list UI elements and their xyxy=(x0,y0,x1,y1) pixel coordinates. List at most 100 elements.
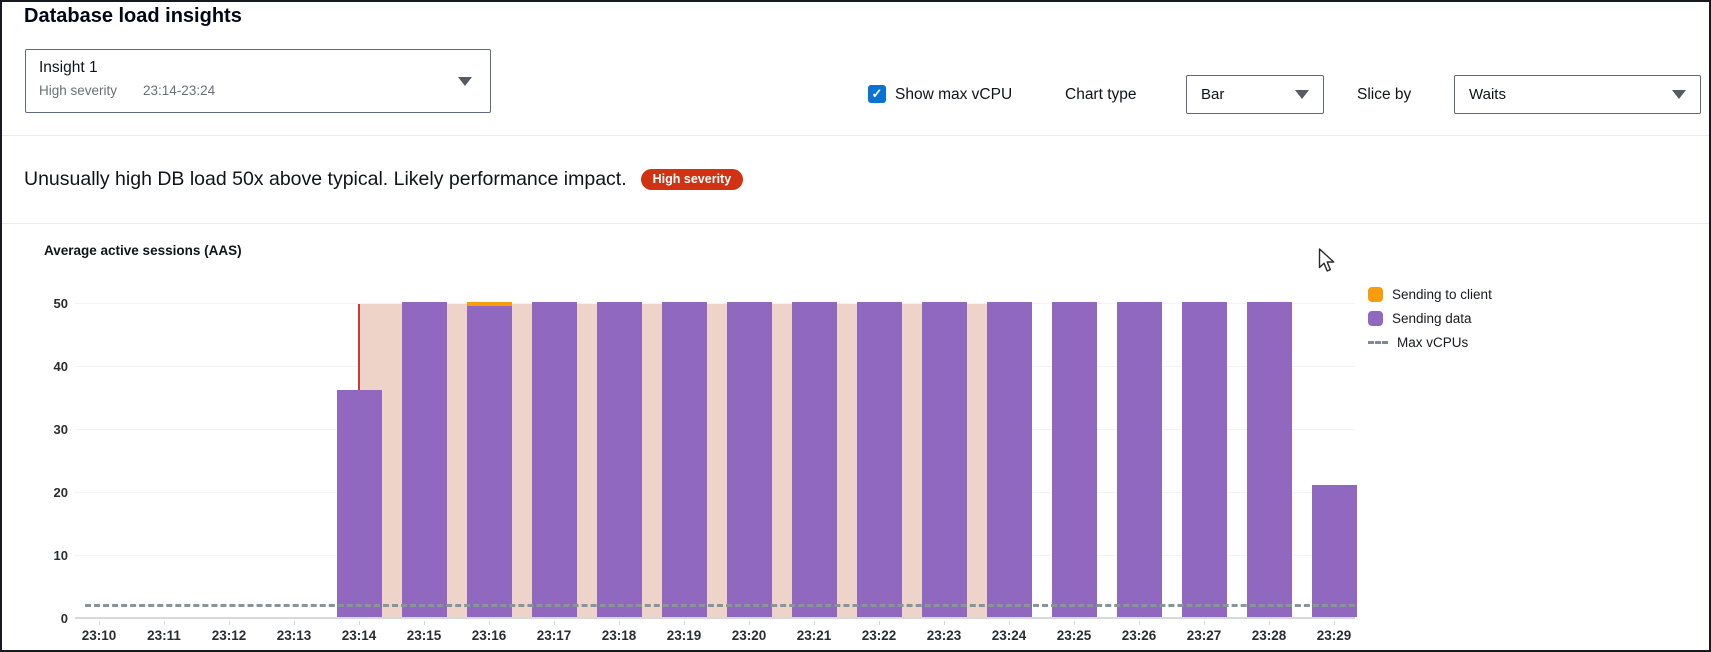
insight-alert-message: Unusually high DB load 50x above typical… xyxy=(24,167,627,190)
insight-selector-title: Insight 1 xyxy=(39,59,98,76)
mouse-cursor-icon xyxy=(1318,248,1335,272)
bar-segment xyxy=(401,302,447,617)
dashed-line-icon xyxy=(1368,341,1388,344)
insight-alert-row: Unusually high DB load 50x above typical… xyxy=(24,135,744,223)
legend-swatch-icon xyxy=(1368,311,1383,326)
x-axis-tick-label: 23:29 xyxy=(1316,628,1352,643)
x-axis-tickmark xyxy=(619,621,620,625)
bar-segment xyxy=(1246,302,1292,617)
x-axis-tickmark xyxy=(944,621,945,625)
legend-item-sending-to-client[interactable]: Sending to client xyxy=(1368,287,1492,302)
x-axis-tickmark xyxy=(749,621,750,625)
x-axis-tick-label: 23:15 xyxy=(406,628,442,643)
max-vcpus-line xyxy=(85,604,1355,608)
x-axis-tickmark xyxy=(229,621,230,625)
y-axis-tick-label: 0 xyxy=(60,611,68,626)
insight-selector-subtitle: High severity 23:14-23:24 xyxy=(39,83,215,98)
x-axis-tickmark xyxy=(684,621,685,625)
chevron-down-icon xyxy=(458,77,472,86)
insight-time-range: 23:14-23:24 xyxy=(143,83,216,98)
x-axis-tickmark xyxy=(359,621,360,625)
bar-segment xyxy=(1051,302,1097,617)
chart-type-select[interactable]: Bar xyxy=(1186,75,1324,114)
bar-segment xyxy=(1181,302,1227,617)
x-axis-tickmark xyxy=(1074,621,1075,625)
x-axis-tickmark xyxy=(1009,621,1010,625)
bar-segment xyxy=(466,306,512,617)
x-axis-tick-label: 23:19 xyxy=(666,628,702,643)
high-severity-badge: High severity xyxy=(640,168,744,190)
chart-type-value: Bar xyxy=(1201,86,1225,103)
x-axis-tickmark xyxy=(1139,621,1140,625)
legend-label: Max vCPUs xyxy=(1397,335,1469,350)
x-axis-tickmark xyxy=(99,621,100,625)
y-axis-tick-label: 40 xyxy=(53,359,68,374)
x-axis-tick-label: 23:16 xyxy=(471,628,507,643)
header-divider xyxy=(2,135,1709,136)
x-axis-tickmark xyxy=(294,621,295,625)
x-axis-tickmark xyxy=(879,621,880,625)
show-max-vcpu-label: Show max vCPU xyxy=(895,86,1013,103)
bar-segment xyxy=(856,302,902,617)
legend-label: Sending data xyxy=(1392,311,1472,326)
bar-segment xyxy=(596,302,642,617)
chevron-down-icon xyxy=(1672,90,1686,99)
x-axis-tick-label: 23:14 xyxy=(341,628,377,643)
bar-segment xyxy=(791,302,837,617)
x-axis-tickmark xyxy=(1269,621,1270,625)
x-axis-tick-label: 23:20 xyxy=(731,628,767,643)
page-title: Database load insights xyxy=(24,5,242,27)
bar-segment xyxy=(531,302,577,617)
y-axis-tick-label: 30 xyxy=(53,422,68,437)
chart-title: Average active sessions (AAS) xyxy=(44,243,242,258)
x-axis-tickmark xyxy=(424,621,425,625)
bar-segment xyxy=(336,390,382,617)
bar-segment xyxy=(921,302,967,617)
x-axis-tick-label: 23:22 xyxy=(861,628,897,643)
x-axis-tickmark xyxy=(489,621,490,625)
x-axis-tick-label: 23:12 xyxy=(211,628,247,643)
slice-by-select[interactable]: Waits xyxy=(1454,75,1701,114)
chart-plot-area xyxy=(75,302,1357,625)
x-axis-tick-label: 23:11 xyxy=(147,628,181,643)
bar-segment xyxy=(1311,484,1357,617)
x-axis-tick-label: 23:17 xyxy=(536,628,572,643)
x-axis-tick-label: 23:23 xyxy=(926,628,962,643)
slice-by-label: Slice by xyxy=(1357,86,1412,103)
bar-segment xyxy=(466,302,512,307)
x-axis-tick-label: 23:26 xyxy=(1121,628,1157,643)
x-axis-tick-label: 23:28 xyxy=(1251,628,1287,643)
legend-label: Sending to client xyxy=(1392,287,1492,302)
x-axis-tick-label: 23:21 xyxy=(796,628,832,643)
bar-segment xyxy=(726,302,772,617)
x-axis-tickmark xyxy=(1334,621,1335,625)
x-axis-tickmark xyxy=(164,621,165,625)
bar-segment xyxy=(661,302,707,617)
chart-section-divider xyxy=(2,223,1709,224)
x-axis-tickmark xyxy=(814,621,815,625)
legend-swatch-icon xyxy=(1368,287,1383,302)
x-axis-tick-label: 23:24 xyxy=(991,628,1027,643)
x-axis-tickmark xyxy=(554,621,555,625)
x-axis-tick-label: 23:25 xyxy=(1056,628,1092,643)
show-max-vcpu-checkbox[interactable]: ✓ xyxy=(868,85,886,103)
y-gridline xyxy=(75,303,1355,304)
chart-type-label: Chart type xyxy=(1065,86,1137,103)
x-axis-tick-label: 23:18 xyxy=(601,628,637,643)
chart-legend: Sending to client Sending data Max vCPUs xyxy=(1368,287,1492,350)
x-axis-tick-label: 23:13 xyxy=(276,628,312,643)
chevron-down-icon xyxy=(1295,90,1309,99)
insight-severity-label: High severity xyxy=(39,83,118,98)
bar-segment xyxy=(1116,302,1162,617)
legend-item-sending-data[interactable]: Sending data xyxy=(1368,311,1492,326)
legend-item-max-vcpus[interactable]: Max vCPUs xyxy=(1368,335,1492,350)
y-axis-tick-label: 10 xyxy=(53,548,68,563)
insight-selector-dropdown[interactable]: Insight 1 High severity 23:14-23:24 xyxy=(25,49,491,113)
slice-by-value: Waits xyxy=(1469,86,1506,103)
x-axis-tick-label: 23:27 xyxy=(1186,628,1222,643)
y-axis-tick-label: 20 xyxy=(53,485,68,500)
x-axis-tick-label: 23:10 xyxy=(81,628,117,643)
bar-segment xyxy=(986,302,1032,617)
x-axis-tickmark xyxy=(1204,621,1205,625)
